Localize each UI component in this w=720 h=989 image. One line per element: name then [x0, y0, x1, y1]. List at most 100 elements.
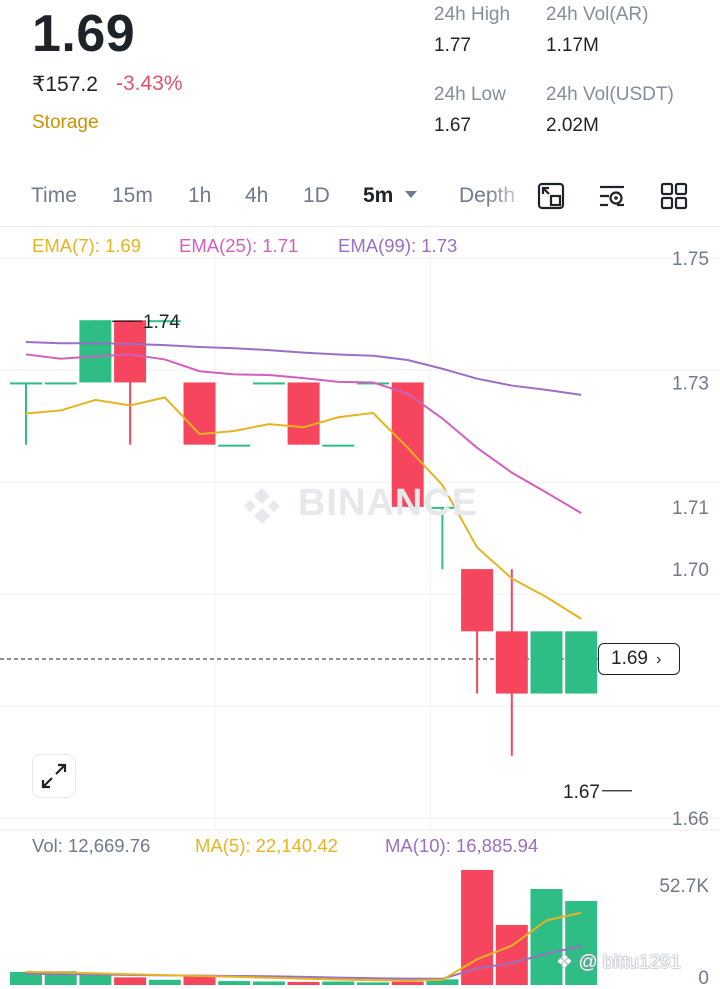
volume-bar: [183, 975, 216, 985]
vol-base-value: 1.17M: [546, 35, 599, 56]
volume-bars: [10, 870, 598, 985]
candle: [495, 569, 528, 756]
candle: [79, 320, 112, 383]
volume-bar: [218, 981, 251, 985]
price-tick-label: 1.70: [672, 560, 709, 581]
candle-body: [10, 382, 42, 385]
candle: [114, 320, 147, 445]
tab-15m[interactable]: 15m: [112, 184, 153, 207]
vol-base-label: 24h Vol(AR): [546, 4, 649, 25]
volume-bar: [357, 982, 389, 985]
price-tick-label: 1.75: [672, 249, 709, 270]
expand-icon: [41, 763, 67, 789]
candlestick-chart[interactable]: 1.75 1.73 1.71 1.70 1.66 52.7K 0 1.74 1.67: [0, 228, 720, 989]
candle-body: [391, 382, 424, 507]
chevron-down-icon[interactable]: [405, 191, 417, 198]
candle: [565, 631, 598, 694]
candle: [252, 382, 285, 385]
high-label: 24h High: [434, 4, 511, 25]
fiat-price: ₹157.2: [32, 73, 98, 96]
candle-body: [44, 382, 77, 385]
candle: [218, 444, 251, 447]
candle: [44, 382, 77, 385]
chart-grid: [0, 228, 720, 831]
volume-bar: [426, 979, 459, 985]
candle: [322, 444, 355, 447]
vol-quote-value: 2.02M: [546, 115, 599, 136]
candle-body: [114, 320, 147, 383]
candle: [183, 382, 216, 445]
low-marker-label: 1.67: [563, 782, 600, 803]
ema25-label: EMA(25): 1.71: [179, 235, 299, 256]
candle-body: [218, 444, 251, 447]
watermark-logo: [244, 488, 280, 524]
ema99-label: EMA(99): 1.73: [338, 235, 458, 256]
volume-bar: [391, 981, 424, 985]
vol-ma5-line: [25, 911, 582, 982]
price-axis: 1.75 1.73 1.71 1.70 1.66 52.7K 0: [659, 249, 709, 989]
candle-body: [530, 631, 563, 694]
volume-tick-label: 52.7K: [659, 876, 709, 897]
candle-body: [183, 382, 216, 445]
candle-body: [322, 444, 355, 447]
indicator-settings-icon[interactable]: [597, 181, 627, 211]
divider: [0, 226, 720, 227]
vol-ma10-label: MA(10): 16,885.94: [385, 835, 539, 856]
candle-body: [287, 382, 320, 445]
candle-body: [252, 382, 285, 385]
candle-body: [565, 631, 598, 694]
volume-bar: [495, 924, 528, 985]
volume-bar: [287, 981, 320, 985]
candle: [461, 569, 494, 694]
candle-body: [461, 569, 494, 632]
volume-bar: [322, 981, 355, 985]
ema99-line: [25, 341, 582, 396]
credit-watermark: ❖ @ bittu1291: [556, 951, 681, 974]
low-label: 24h Low: [434, 84, 506, 105]
candle-body: [79, 320, 112, 383]
vol-ma5-label: MA(5): 22,140.42: [195, 835, 338, 856]
tab-time[interactable]: Time: [31, 184, 77, 207]
volume-bar: [114, 977, 147, 985]
indicator-lines: [25, 341, 582, 982]
chevron-right-icon: ›: [655, 651, 662, 668]
candle-body: [148, 320, 181, 323]
change-percent: -3.43%: [116, 72, 183, 95]
volume-tick-label: 0: [698, 968, 709, 989]
tab-1h[interactable]: 1h: [188, 184, 212, 207]
candle: [391, 382, 424, 507]
category-tag[interactable]: Storage: [32, 112, 99, 133]
volume-label: Vol: 12,669.76: [32, 835, 151, 856]
ema7-label: EMA(7): 1.69: [32, 235, 141, 256]
candle: [148, 320, 181, 323]
volume-bar: [530, 888, 563, 985]
credit-text: @ bittu1291: [578, 952, 682, 973]
current-price-value: 1.69: [611, 648, 648, 669]
binance-mark-icon: ❖: [556, 952, 579, 973]
high-marker-label: 1.74: [143, 312, 180, 333]
grid-layout-icon[interactable]: [659, 181, 689, 211]
price-tick-label: 1.66: [672, 809, 709, 830]
volume-bar: [79, 973, 112, 985]
candle: [287, 382, 320, 445]
chart-type-icon[interactable]: [536, 181, 566, 211]
vol-quote-label: 24h Vol(USDT): [546, 84, 674, 105]
high-value: 1.77: [434, 35, 471, 56]
ema7-line: [25, 396, 582, 620]
watermark: BINANCE: [298, 482, 479, 524]
last-price: 1.69: [32, 5, 136, 63]
candle-body: [495, 631, 528, 694]
candle-body: [426, 506, 459, 509]
low-value: 1.67: [434, 115, 471, 136]
ema25-line: [25, 353, 582, 514]
candle: [530, 631, 563, 694]
current-price-tag[interactable]: 1.69 ›: [598, 643, 680, 675]
tab-fade: [486, 180, 536, 216]
expand-button[interactable]: [32, 754, 76, 798]
tab-4h[interactable]: 4h: [245, 184, 269, 207]
tab-5m[interactable]: 5m: [363, 184, 394, 207]
tab-1d[interactable]: 1D: [303, 184, 330, 207]
annotations: 1.74 1.67: [112, 312, 632, 803]
volume-bar: [10, 971, 42, 985]
volume-bar: [252, 981, 285, 985]
